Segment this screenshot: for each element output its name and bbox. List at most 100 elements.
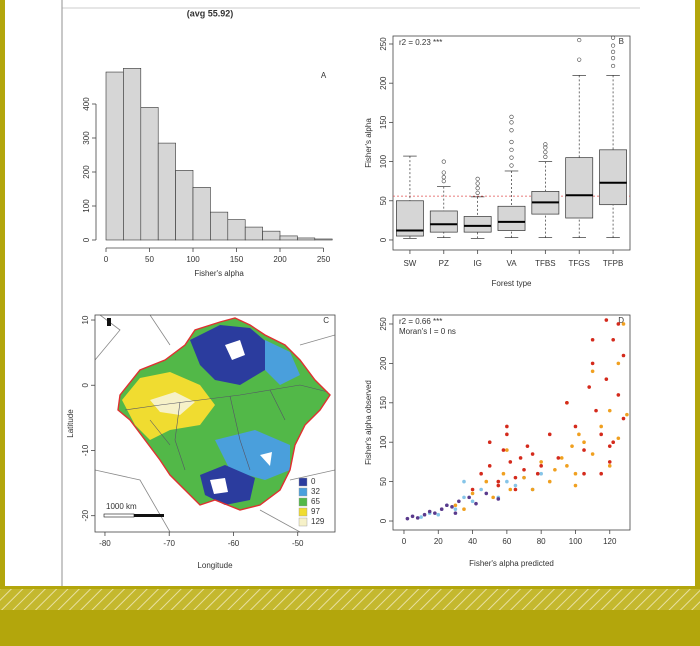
box bbox=[463, 216, 492, 233]
x-tick-label: IG bbox=[473, 259, 481, 268]
panel-letter: C bbox=[323, 316, 329, 325]
x-tick-label: 120 bbox=[603, 537, 617, 546]
chart-title: (avg 55.92) bbox=[187, 8, 234, 18]
y-tick-label: 400 bbox=[82, 97, 91, 111]
x-tick-label: 100 bbox=[186, 255, 200, 264]
y-tick-label: 50 bbox=[379, 196, 388, 205]
y-tick-label: 50 bbox=[379, 477, 388, 486]
x-tick-label: 150 bbox=[230, 255, 244, 264]
x-tick-label: 60 bbox=[502, 537, 511, 546]
point bbox=[607, 460, 612, 464]
outlier bbox=[610, 56, 616, 61]
basin-outline bbox=[117, 317, 331, 511]
point bbox=[491, 495, 495, 500]
x-tick-label: -60 bbox=[228, 539, 240, 548]
legend-label: 0 bbox=[311, 477, 316, 486]
x-tick-label: -70 bbox=[163, 539, 175, 548]
outlier bbox=[610, 35, 616, 40]
outlier bbox=[610, 63, 616, 69]
point bbox=[599, 471, 603, 476]
y-tick-label: 200 bbox=[379, 76, 388, 90]
point bbox=[590, 361, 595, 366]
point bbox=[594, 408, 598, 413]
point bbox=[513, 475, 518, 480]
x-tick-label: VA bbox=[506, 259, 517, 268]
y-tick-label: 150 bbox=[379, 115, 388, 129]
point bbox=[577, 432, 581, 437]
legend-label: 65 bbox=[311, 497, 320, 506]
point bbox=[573, 424, 578, 429]
x-axis-label: Longitude bbox=[197, 561, 233, 570]
point bbox=[462, 507, 466, 511]
y-tick-label: 250 bbox=[379, 317, 388, 331]
point bbox=[505, 432, 509, 437]
scale-bar bbox=[134, 514, 164, 517]
point bbox=[539, 460, 543, 464]
box bbox=[565, 157, 594, 219]
point bbox=[625, 412, 629, 417]
hatch-band bbox=[0, 589, 700, 610]
point bbox=[436, 512, 441, 517]
point bbox=[501, 471, 506, 476]
point bbox=[604, 377, 609, 381]
point bbox=[607, 444, 612, 448]
box bbox=[599, 149, 627, 206]
outlier bbox=[509, 128, 514, 133]
outlier bbox=[509, 155, 514, 160]
point bbox=[484, 491, 489, 496]
point bbox=[616, 361, 621, 366]
point bbox=[450, 505, 454, 509]
y-axis-label: Fisher's alpha observed bbox=[364, 380, 373, 465]
point bbox=[457, 499, 461, 504]
point bbox=[553, 467, 557, 472]
outlier bbox=[610, 43, 616, 48]
point bbox=[462, 479, 466, 484]
panel-letter: A bbox=[321, 71, 327, 80]
x-axis-label: Forest type bbox=[491, 279, 532, 288]
point bbox=[547, 432, 552, 437]
x-tick-label: 40 bbox=[468, 537, 477, 546]
y-tick-label: 200 bbox=[82, 165, 91, 179]
y-tick-label: 0 bbox=[379, 237, 388, 242]
y-axis-label: Fisher's alpha bbox=[364, 118, 373, 168]
point bbox=[590, 369, 595, 374]
outlier bbox=[543, 145, 548, 150]
point bbox=[607, 408, 612, 413]
x-tick-label: 20 bbox=[434, 537, 443, 546]
scale-bar-label: 1000 km bbox=[106, 502, 137, 511]
point bbox=[570, 444, 574, 448]
outlier bbox=[441, 159, 446, 164]
point bbox=[590, 337, 595, 342]
annotation: r2 = 0.66 *** bbox=[399, 317, 442, 326]
y-tick-label: 0 bbox=[379, 518, 388, 523]
point bbox=[621, 416, 626, 421]
point bbox=[621, 353, 626, 358]
x-tick-label: -80 bbox=[99, 539, 111, 548]
point bbox=[573, 471, 578, 476]
point bbox=[590, 452, 595, 456]
x-tick-label: SW bbox=[403, 259, 416, 268]
point bbox=[621, 322, 626, 326]
point bbox=[522, 475, 526, 480]
bar bbox=[314, 238, 333, 241]
point bbox=[470, 487, 475, 492]
outlier bbox=[543, 154, 548, 159]
point bbox=[599, 424, 603, 429]
bar bbox=[105, 71, 124, 241]
point bbox=[496, 479, 501, 484]
y-tick-label: 300 bbox=[82, 131, 91, 145]
point bbox=[611, 337, 615, 342]
point bbox=[616, 436, 621, 441]
point bbox=[582, 471, 586, 476]
y-tick-label: 100 bbox=[82, 199, 91, 213]
point bbox=[547, 479, 552, 484]
point bbox=[501, 448, 506, 452]
box bbox=[497, 205, 526, 231]
x-tick-label: 200 bbox=[273, 255, 287, 264]
outlier bbox=[475, 186, 480, 191]
map bbox=[95, 315, 335, 532]
point bbox=[453, 507, 458, 511]
point bbox=[556, 456, 561, 460]
bar bbox=[244, 226, 263, 241]
x-axis-label: Fisher's alpha predicted bbox=[469, 559, 554, 568]
